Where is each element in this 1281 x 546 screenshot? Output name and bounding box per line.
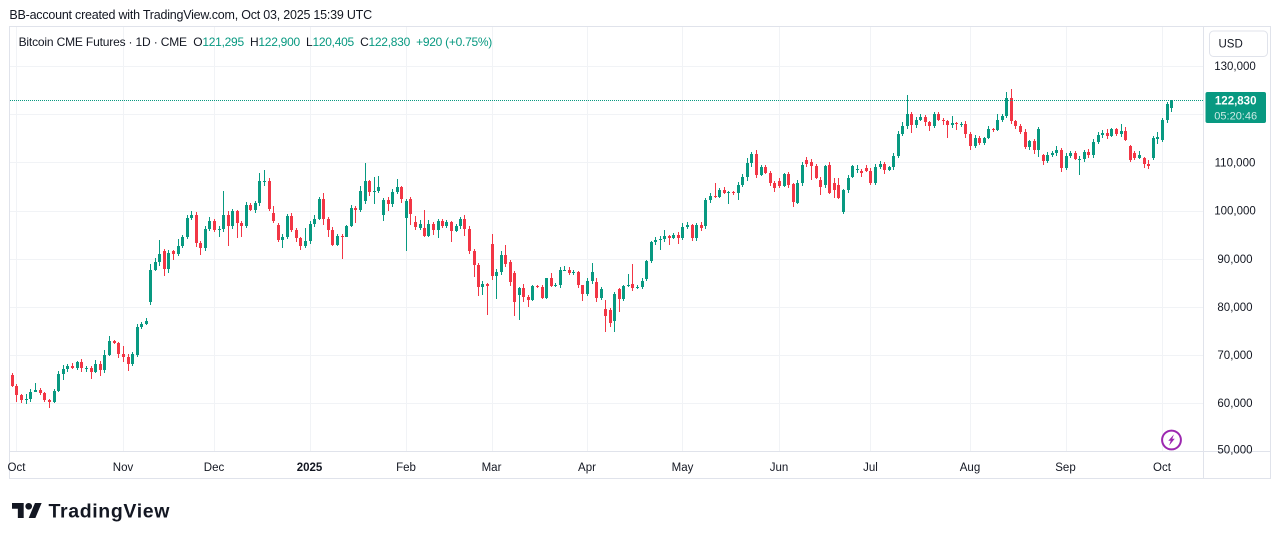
svg-text:Bitcoin CME Futures · 1D · CME: Bitcoin CME Futures · 1D · CME: [19, 35, 187, 49]
svg-text:Mar: Mar: [482, 462, 502, 474]
svg-text:O121,295 H122,900 L120,405: O121,295 H122,900 L120,405 C122,830 +920…: [193, 35, 492, 49]
svg-text:2025: 2025: [297, 462, 323, 474]
svg-text:122,830: 122,830: [1215, 96, 1257, 108]
svg-text:Oct: Oct: [1153, 462, 1172, 474]
svg-text:Feb: Feb: [396, 462, 416, 474]
svg-text:100,000: 100,000: [1214, 206, 1256, 218]
svg-text:USD: USD: [1219, 39, 1243, 51]
svg-text:Jul: Jul: [863, 462, 878, 474]
svg-text:Nov: Nov: [113, 462, 134, 474]
svg-text:05:20:46: 05:20:46: [1214, 110, 1257, 122]
svg-text:Aug: Aug: [960, 462, 980, 474]
svg-text:90,000: 90,000: [1217, 254, 1252, 266]
svg-text:Oct: Oct: [8, 462, 27, 474]
svg-text:70,000: 70,000: [1217, 350, 1252, 362]
svg-text:Dec: Dec: [204, 462, 225, 474]
svg-text:60,000: 60,000: [1217, 398, 1252, 410]
svg-text:80,000: 80,000: [1217, 302, 1252, 314]
svg-text:TradingView: TradingView: [49, 500, 171, 522]
svg-text:Apr: Apr: [578, 462, 596, 474]
svg-text:50,000: 50,000: [1217, 445, 1252, 457]
svg-text:Jun: Jun: [770, 462, 789, 474]
svg-text:130,000: 130,000: [1214, 61, 1256, 73]
svg-text:May: May: [672, 462, 694, 474]
svg-text:110,000: 110,000: [1215, 158, 1256, 170]
svg-text:BB-account created with Tradin: BB-account created with TradingView.com,…: [9, 8, 372, 22]
svg-text:Sep: Sep: [1055, 462, 1075, 474]
